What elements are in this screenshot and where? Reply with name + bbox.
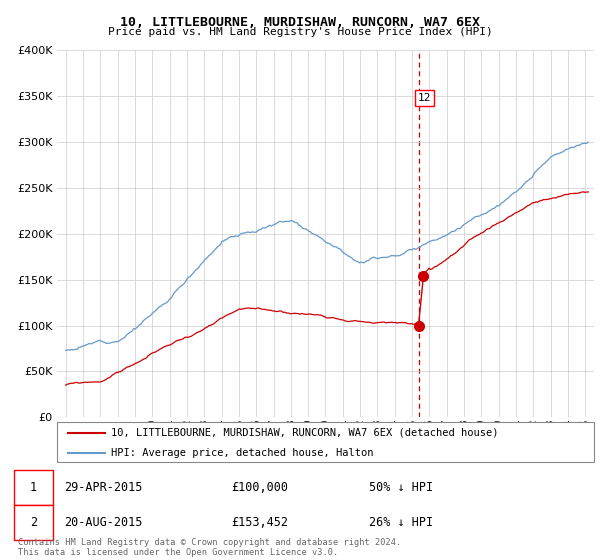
Text: 29-APR-2015: 29-APR-2015 [64, 480, 142, 494]
Text: 2: 2 [30, 516, 37, 529]
Text: Contains HM Land Registry data © Crown copyright and database right 2024.
This d: Contains HM Land Registry data © Crown c… [18, 538, 401, 557]
Text: 10, LITTLEBOURNE, MURDISHAW, RUNCORN, WA7 6EX (detached house): 10, LITTLEBOURNE, MURDISHAW, RUNCORN, WA… [110, 428, 498, 438]
FancyBboxPatch shape [14, 470, 53, 505]
Text: 20-AUG-2015: 20-AUG-2015 [64, 516, 142, 529]
Text: 1: 1 [30, 480, 37, 494]
Text: Price paid vs. HM Land Registry's House Price Index (HPI): Price paid vs. HM Land Registry's House … [107, 27, 493, 37]
Text: 26% ↓ HPI: 26% ↓ HPI [369, 516, 433, 529]
Text: 12: 12 [418, 93, 431, 103]
Text: £100,000: £100,000 [231, 480, 288, 494]
FancyBboxPatch shape [14, 505, 53, 540]
Text: 10, LITTLEBOURNE, MURDISHAW, RUNCORN, WA7 6EX: 10, LITTLEBOURNE, MURDISHAW, RUNCORN, WA… [120, 16, 480, 29]
Text: HPI: Average price, detached house, Halton: HPI: Average price, detached house, Halt… [110, 448, 373, 458]
Text: 50% ↓ HPI: 50% ↓ HPI [369, 480, 433, 494]
Text: £153,452: £153,452 [231, 516, 288, 529]
